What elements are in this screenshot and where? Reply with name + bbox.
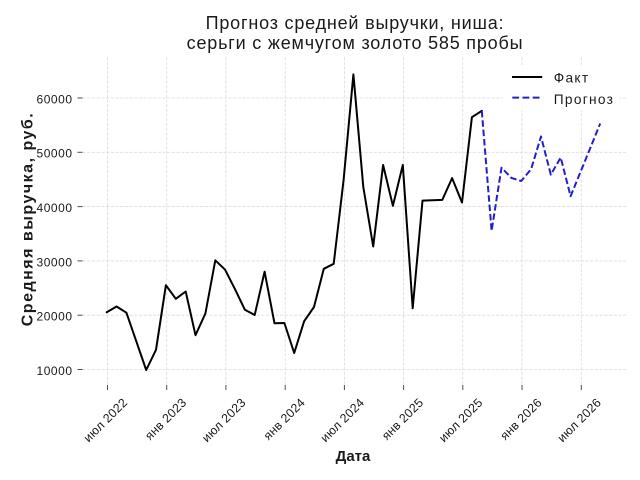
svg-text:60000: 60000 xyxy=(36,92,72,106)
svg-text:Прогноз средней выручки, ниша:: Прогноз средней выручки, ниша: xyxy=(206,13,505,33)
svg-text:50000: 50000 xyxy=(36,147,72,161)
svg-text:30000: 30000 xyxy=(36,255,72,269)
svg-text:20000: 20000 xyxy=(36,310,72,324)
svg-text:40000: 40000 xyxy=(36,201,72,215)
svg-text:Прогноз: Прогноз xyxy=(554,92,614,107)
svg-text:Дата: Дата xyxy=(336,448,371,465)
svg-text:серьги с жемчугом золото 585 п: серьги с жемчугом золото 585 пробы xyxy=(187,33,524,53)
svg-text:10000: 10000 xyxy=(36,364,72,378)
svg-text:Средняя выручка, руб.: Средняя выручка, руб. xyxy=(20,112,37,327)
svg-text:Факт: Факт xyxy=(554,71,590,86)
